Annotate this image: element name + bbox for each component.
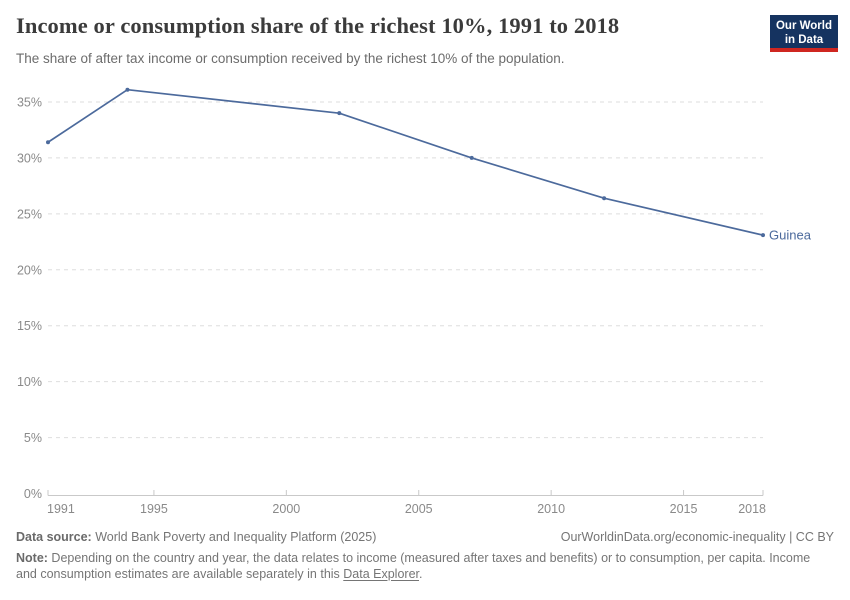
note-label: Note:	[16, 551, 48, 565]
page-title: Income or consumption share of the riche…	[16, 13, 620, 38]
series-label[interactable]: Guinea	[769, 228, 812, 243]
footer-note: Note: Depending on the country and year,…	[16, 551, 820, 582]
data-source-text: World Bank Poverty and Inequality Platfo…	[91, 530, 377, 544]
x-tick-label: 2005	[405, 502, 433, 516]
data-source: Data source: World Bank Poverty and Ineq…	[16, 530, 376, 544]
y-tick-label: 35%	[17, 96, 42, 110]
x-tick-label: 2010	[537, 502, 565, 516]
chart-subtitle: The share of after tax income or consump…	[16, 51, 565, 66]
data-point[interactable]	[469, 155, 474, 160]
x-tick-label: 1991	[47, 502, 75, 516]
y-tick-label: 25%	[17, 207, 42, 221]
data-point[interactable]	[125, 87, 130, 92]
x-tick-label: 2000	[272, 502, 300, 516]
attribution: OurWorldinData.org/economic-inequality |…	[561, 530, 834, 544]
series-line[interactable]	[47, 88, 764, 236]
note-text-end: .	[419, 566, 423, 581]
data-point[interactable]	[46, 140, 50, 145]
y-tick-label: 5%	[24, 431, 42, 445]
x-tick-label: 1995	[140, 502, 168, 516]
note-text: Depending on the country and year, the d…	[16, 551, 811, 581]
data-source-label: Data source:	[16, 530, 92, 544]
owid-logo-line1: Our World	[775, 20, 832, 32]
footer-source-row: Data source: World Bank Poverty and Ineq…	[16, 530, 834, 544]
y-tick-label: 0%	[24, 487, 42, 501]
data-point[interactable]	[602, 196, 607, 201]
data-explorer-link[interactable]: Data Explorer	[343, 566, 419, 581]
y-tick-label: 30%	[17, 151, 42, 165]
owid-logo: Our World in Data	[770, 15, 838, 52]
license-badge: | CC BY	[785, 530, 834, 544]
x-tick-label: 2015	[670, 502, 698, 516]
data-point[interactable]	[337, 111, 342, 116]
y-tick-label: 20%	[17, 263, 42, 277]
owid-logo-line2: in Data	[784, 34, 824, 46]
attribution-url: OurWorldinData.org/economic-inequality	[560, 530, 786, 544]
y-tick-label: 15%	[17, 319, 42, 333]
x-tick-label: 2018	[738, 502, 766, 516]
y-tick-label: 10%	[17, 375, 42, 389]
data-point[interactable]	[761, 233, 765, 238]
